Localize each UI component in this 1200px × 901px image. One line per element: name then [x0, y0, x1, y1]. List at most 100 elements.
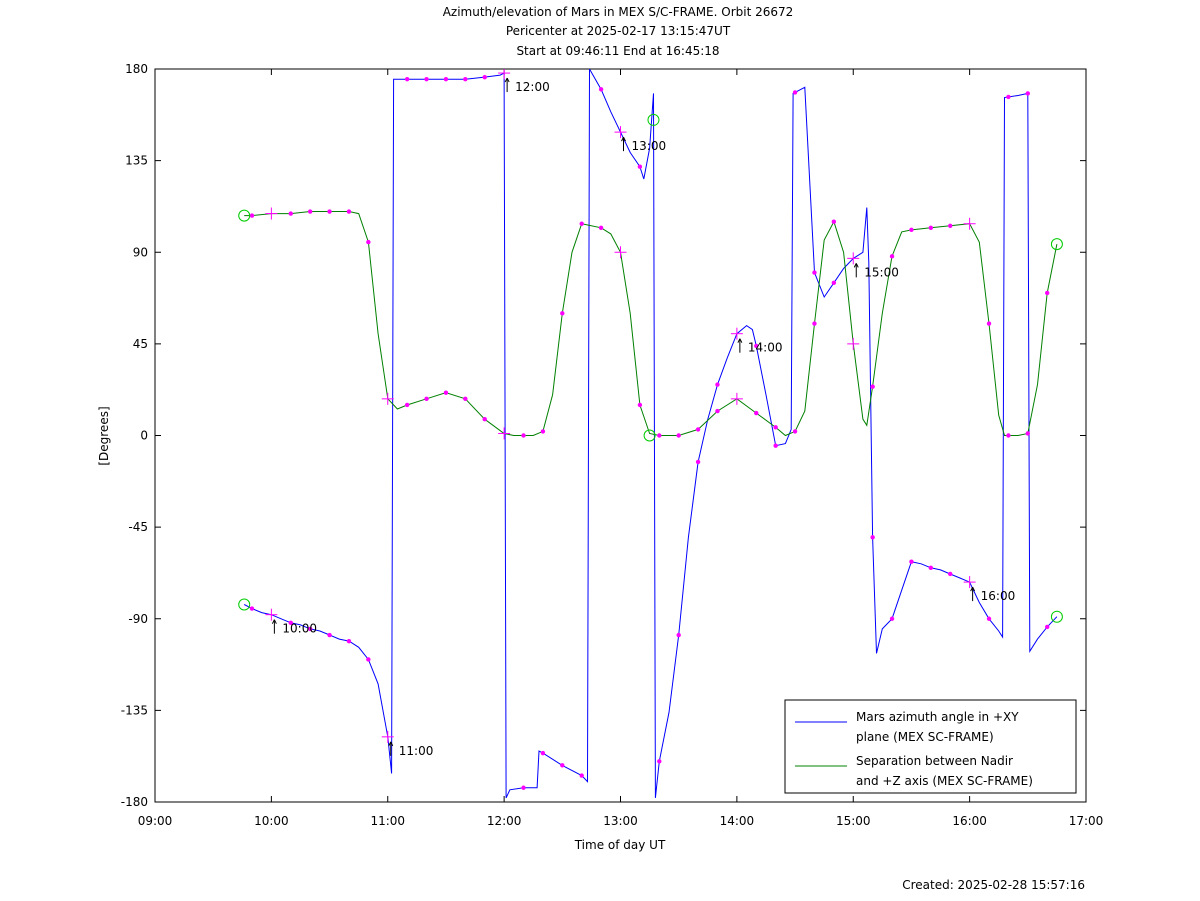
series-0-dot-1310 — [637, 164, 643, 169]
separation-hour-marker-2 — [498, 427, 511, 440]
series-0-dot-1530 — [909, 559, 914, 564]
y-axis-label: [Degrees] — [97, 406, 111, 465]
series-0-dot-1010 — [288, 620, 293, 626]
event-circle-1 — [647, 113, 660, 126]
hour-label-text-0: 10:00 — [282, 622, 317, 636]
series-0-dot-1410 — [754, 343, 759, 349]
series-0-dot-1120 — [424, 76, 429, 82]
series-1-dot-1430 — [792, 429, 798, 434]
hour-label-text-6: 16:00 — [981, 589, 1016, 603]
series-1-dot-1420 — [773, 425, 778, 430]
series-0-dot-1110 — [404, 76, 410, 82]
series-0-dot-1640 — [1045, 624, 1050, 630]
chart-title-line-2: Pericenter at 2025-02-17 13:15:47UT — [506, 24, 731, 38]
azimuth-hour-marker-2 — [498, 69, 511, 80]
series-0-dot-1510 — [870, 535, 875, 540]
created-footer: Created: 2025-02-28 15:57:16 — [902, 878, 1085, 892]
y-tick-label-4: 0 — [140, 429, 148, 443]
series-1-dot-1350 — [715, 408, 720, 414]
azimuth-hour-marker-0 — [265, 608, 278, 621]
series-1-dot-1140 — [463, 396, 468, 402]
y-tick-label-6: -90 — [128, 612, 148, 626]
x-tick-label-5: 14:00 — [720, 814, 755, 828]
legend-label-separation-2: and +Z axis (MEX SC-FRAME) — [856, 774, 1033, 788]
series-1-dot-1520 — [889, 254, 895, 259]
series-0-dot-1620 — [1006, 94, 1011, 100]
series-1-dot-1240 — [579, 221, 584, 226]
series-1-dot-1010 — [288, 211, 293, 216]
series-1-dot-1330 — [676, 433, 681, 438]
legend: Mars azimuth angle in +XY plane (MEX SC-… — [784, 699, 1077, 794]
hour-label-text-3: 13:00 — [632, 139, 667, 153]
series-1-dot-1040 — [346, 209, 352, 214]
separation-hour-marker-3 — [614, 246, 627, 259]
separation-hour-marker-4 — [730, 392, 743, 405]
series-1-dot-1310 — [637, 402, 643, 408]
y-tick-label-2: 90 — [133, 245, 148, 259]
series-0-dot-1420 — [773, 443, 778, 448]
separation-hour-marker-6 — [963, 217, 976, 230]
series-1-dot-1250 — [598, 225, 604, 231]
series-1-dot-1410 — [754, 410, 759, 416]
series-1-dot-1340 — [695, 427, 701, 432]
data-markers — [238, 69, 1063, 790]
series-0-dot-0950 — [249, 606, 255, 611]
series-0-dot-1550 — [948, 571, 953, 577]
series-0-dot-1220 — [540, 750, 546, 756]
series-0-dot-1040 — [346, 638, 352, 644]
series-0-dot-1320 — [657, 759, 662, 764]
x-tick-label-2: 11:00 — [370, 814, 405, 828]
legend-label-separation-1: Separation between Nadir — [856, 754, 1013, 768]
series-1-dot-1620 — [1006, 433, 1011, 438]
hour-label-text-5: 15:00 — [864, 265, 899, 279]
hour-label-3: 13:00 — [621, 136, 667, 153]
series-0-dot-1150 — [482, 74, 487, 80]
series-0-dot-1210 — [521, 785, 526, 790]
series-0-dot-1340 — [695, 459, 701, 465]
series-1-dot-1050 — [366, 239, 371, 245]
series-1-dot-1110 — [404, 402, 410, 408]
series-0-dot-1610 — [986, 616, 992, 621]
x-axis-label: Time of day UT — [574, 838, 666, 852]
hour-label-6: 16:00 — [970, 586, 1016, 603]
separation-hour-marker-0 — [265, 207, 278, 220]
y-axis-ticks: 180 135 90 45 0 -45 -90 -135 -180 — [121, 62, 1086, 809]
azimuth-series-line — [243, 69, 1058, 799]
azimuth-hour-marker-1 — [381, 730, 394, 743]
hour-label-2: 12:00 — [504, 77, 550, 94]
series-0-dot-1350 — [715, 382, 720, 387]
series-1-dot-1550 — [948, 223, 953, 228]
series-1-dot-1320 — [657, 433, 662, 438]
x-axis-ticks: 09:00 10:00 11:00 12:00 13:00 14:00 15:00 16:00… — [138, 69, 1103, 828]
hour-label-5: 15:00 — [853, 263, 899, 279]
series-0-dot-1430 — [792, 90, 798, 95]
series-0-dot-1440 — [812, 270, 817, 275]
series-1-dot-1030 — [327, 209, 332, 214]
series-1-dot-1640 — [1045, 290, 1050, 296]
hour-label-text-4: 14:00 — [748, 341, 783, 355]
legend-label-azimuth-1: Mars azimuth angle in +XY — [856, 710, 1019, 724]
legend-box — [784, 699, 1077, 794]
hour-label-4: 14:00 — [737, 338, 783, 355]
hour-marker-labels: 10:00 11:00 12:00 13:00 14:00 15:00 16:00 — [271, 77, 1016, 758]
series-1-dot-1450 — [831, 219, 837, 224]
hour-label-0: 10:00 — [271, 619, 317, 636]
event-circle-3 — [238, 209, 251, 222]
x-tick-label-1: 10:00 — [254, 814, 289, 828]
y-tick-label-0: 180 — [125, 62, 148, 76]
series-0-dot-1130 — [443, 76, 449, 82]
series-1-dot-0950 — [249, 213, 255, 218]
series-1-dot-1020 — [307, 209, 313, 214]
chart-title-line-1: Azimuth/elevation of Mars in MEX S/C-FRA… — [443, 5, 794, 19]
y-tick-label-7: -135 — [121, 703, 148, 717]
hour-label-text-2: 12:00 — [515, 80, 550, 94]
azimuth-hour-marker-6 — [963, 576, 976, 589]
series-1-dot-1150 — [482, 417, 487, 422]
series-1-dot-1540 — [928, 225, 934, 231]
series-0-dot-1030 — [327, 632, 332, 638]
series-0-dot-1520 — [889, 616, 895, 621]
azimuth-hour-marker-4 — [730, 327, 743, 340]
y-tick-label-3: 45 — [133, 337, 148, 351]
y-tick-label-1: 135 — [125, 154, 148, 168]
series-1-dot-1630 — [1025, 431, 1031, 436]
